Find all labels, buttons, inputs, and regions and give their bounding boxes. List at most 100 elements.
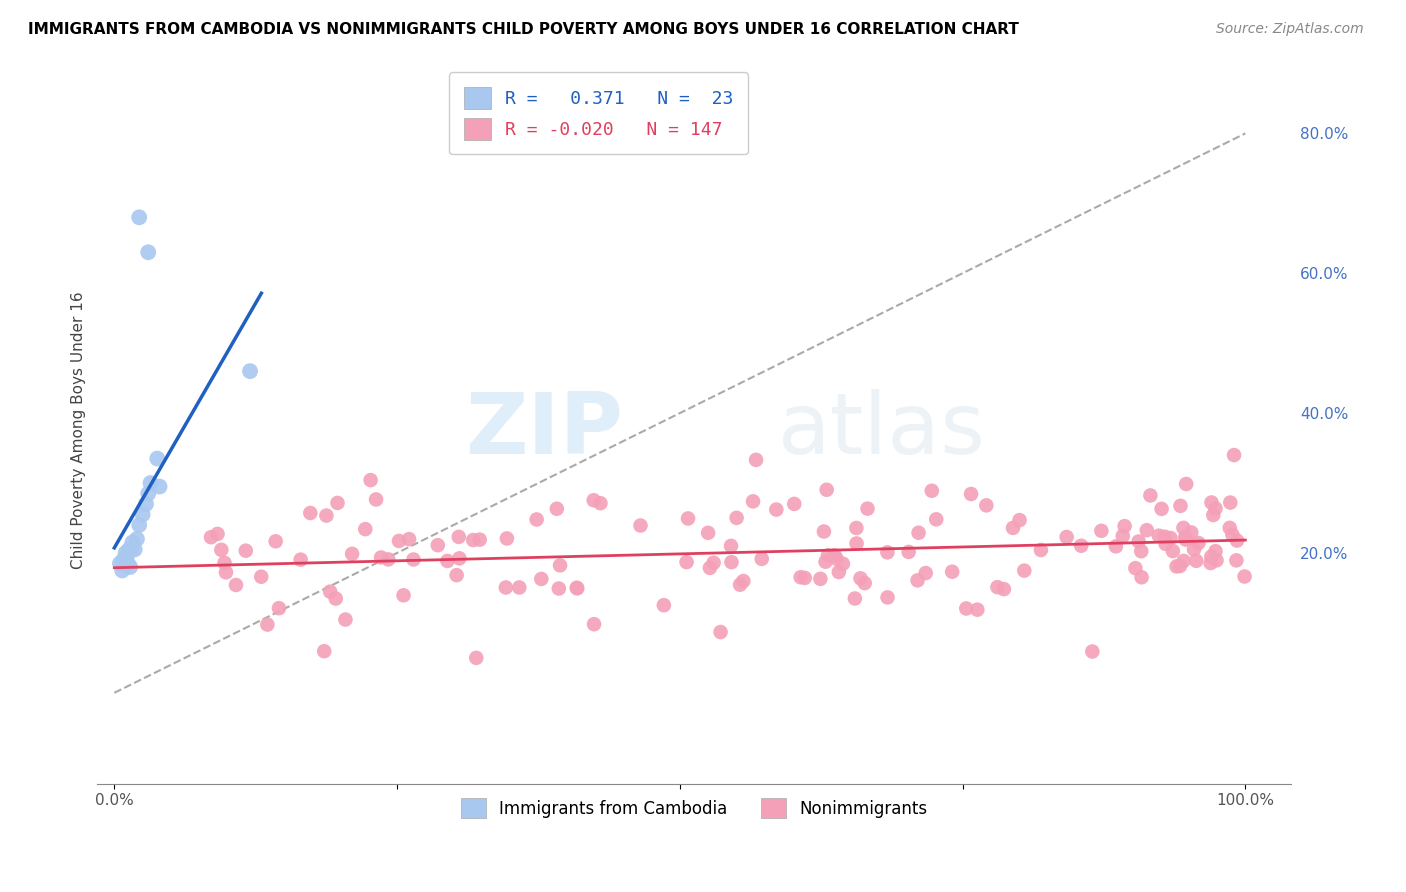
Point (256, 617, 278, 632)
Point (1222, 527, 1244, 541)
Point (1008, 513, 1031, 527)
Point (547, 582, 569, 596)
Point (1173, 521, 1195, 535)
Point (115, 549, 138, 564)
Point (360, 473, 382, 487)
Point (567, 582, 589, 596)
Point (436, 554, 458, 568)
Point (340, 547, 363, 561)
Point (856, 501, 879, 516)
Point (1223, 448, 1246, 462)
Point (148, 479, 170, 493)
Point (319, 584, 342, 599)
Point (1175, 477, 1198, 491)
Point (1199, 556, 1222, 570)
Point (828, 565, 851, 579)
Point (825, 551, 848, 566)
Point (793, 571, 815, 585)
Point (876, 545, 898, 559)
Point (1112, 529, 1135, 543)
Point (1128, 534, 1150, 549)
Point (808, 572, 831, 586)
Point (267, 601, 290, 615)
Point (652, 598, 675, 612)
Point (1014, 564, 1036, 578)
Point (1090, 524, 1112, 538)
Point (299, 506, 322, 520)
Point (907, 574, 929, 588)
Point (1130, 570, 1153, 584)
Legend: Immigrants from Cambodia, Nonimmigrants: Immigrants from Cambodia, Nonimmigrants (454, 791, 934, 825)
Point (976, 499, 998, 513)
Point (128, 211, 150, 225)
Point (1105, 539, 1128, 553)
Point (699, 561, 721, 575)
Point (1161, 544, 1184, 558)
Text: Source: ZipAtlas.com: Source: ZipAtlas.com (1216, 22, 1364, 37)
Point (1081, 644, 1104, 658)
Point (1226, 533, 1249, 548)
Point (335, 613, 357, 627)
Point (1173, 554, 1195, 568)
Point (1147, 529, 1170, 543)
Point (921, 483, 943, 498)
Point (1125, 561, 1147, 575)
Point (986, 580, 1008, 594)
Point (124, 542, 146, 557)
Point (114, 546, 136, 560)
Point (449, 551, 471, 566)
Point (849, 571, 872, 585)
Point (733, 574, 755, 588)
Point (1205, 553, 1227, 567)
Point (697, 525, 720, 540)
Point (200, 530, 222, 544)
Point (235, 543, 257, 558)
Point (1219, 495, 1241, 509)
Point (813, 524, 835, 539)
Point (1114, 519, 1136, 533)
Point (120, 542, 142, 557)
Point (446, 568, 468, 582)
Point (508, 581, 530, 595)
Point (136, 245, 159, 260)
Point (121, 535, 143, 549)
Point (876, 591, 898, 605)
Point (111, 564, 134, 578)
Text: IMMIGRANTS FROM CAMBODIA VS NONIMMIGRANTS CHILD POVERTY AMONG BOYS UNDER 16 CORR: IMMIGRANTS FROM CAMBODIA VS NONIMMIGRANT… (28, 22, 1019, 37)
Y-axis label: Child Poverty Among Boys Under 16: Child Poverty Among Boys Under 16 (72, 292, 86, 569)
Point (207, 527, 229, 541)
Point (325, 591, 347, 606)
Point (589, 496, 612, 510)
Point (125, 532, 148, 546)
Point (1225, 553, 1247, 567)
Point (146, 451, 169, 466)
Point (131, 508, 153, 522)
Point (720, 555, 742, 569)
Point (1174, 533, 1197, 547)
Point (1185, 554, 1208, 568)
Point (789, 570, 811, 584)
Point (225, 578, 247, 592)
Point (1130, 544, 1153, 558)
Point (114, 557, 136, 571)
Point (1029, 543, 1052, 558)
Point (1202, 508, 1225, 522)
Point (728, 577, 751, 591)
Point (463, 533, 485, 547)
Point (326, 496, 349, 510)
Point (398, 532, 420, 546)
Point (853, 576, 876, 591)
Text: ZIP: ZIP (464, 389, 623, 472)
Point (239, 364, 262, 378)
Point (1139, 488, 1161, 502)
Point (941, 565, 963, 579)
Point (1187, 536, 1209, 550)
Point (1166, 559, 1188, 574)
Point (546, 501, 568, 516)
Point (817, 549, 839, 563)
Point (845, 521, 868, 535)
Point (118, 542, 141, 557)
Point (426, 538, 449, 552)
Point (315, 508, 337, 523)
Point (215, 566, 238, 580)
